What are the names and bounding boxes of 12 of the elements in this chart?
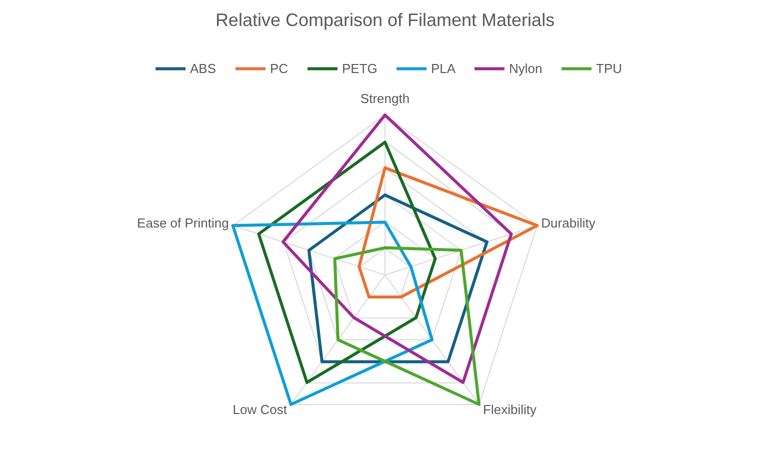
spoke-label: Strength [360, 91, 410, 106]
legend-label: Nylon [509, 60, 542, 76]
legend-label: PC [270, 60, 288, 76]
legend-label: ABS [190, 60, 216, 76]
spoke-label: Durability [541, 215, 596, 230]
spoke-label: Ease of Printing [137, 215, 229, 230]
chart-title: Relative Comparison of Filament Materials [215, 10, 555, 30]
legend-label: PETG [342, 60, 378, 76]
legend-label: PLA [431, 60, 456, 76]
legend-label: TPU [596, 60, 622, 76]
spoke-label: Flexibility [483, 402, 537, 418]
spoke-label: Low Cost [232, 402, 288, 418]
